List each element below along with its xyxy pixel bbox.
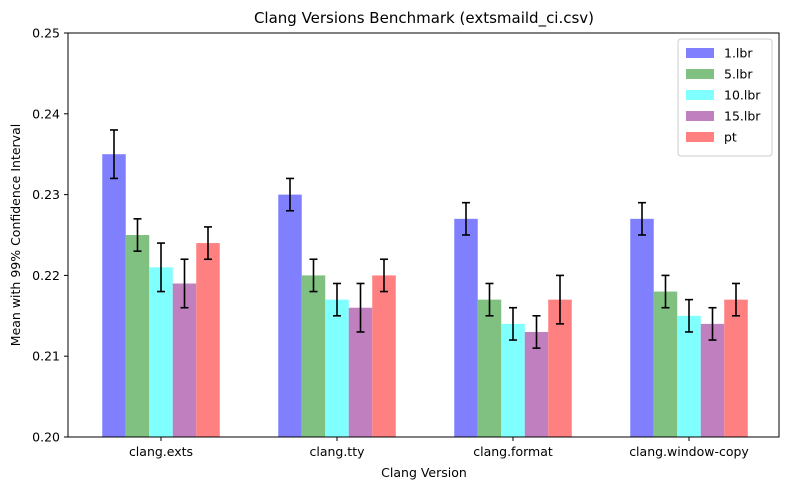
legend-swatch <box>686 90 714 100</box>
bar <box>454 218 478 437</box>
bar <box>700 323 725 437</box>
bar <box>301 275 326 437</box>
legend-swatch <box>686 69 714 79</box>
y-tick-label: 0.23 <box>32 187 60 202</box>
legend-swatch <box>686 132 714 142</box>
plot-frame <box>67 32 780 438</box>
legend-swatch <box>686 48 714 58</box>
chart-title: Clang Versions Benchmark (extsmaild_ci.c… <box>254 9 594 28</box>
bar <box>372 275 396 437</box>
bar <box>125 235 150 437</box>
legend-swatch <box>686 111 714 121</box>
x-axis-label: Clang Version <box>381 465 467 480</box>
y-tick-label: 0.21 <box>32 349 60 364</box>
bars-layer <box>102 154 748 437</box>
y-tick-label: 0.22 <box>32 268 60 283</box>
x-axis: clang.exts clang.tty clang.format clang.win… <box>129 437 749 459</box>
y-tick-label: 0.24 <box>32 106 60 121</box>
y-axis: 0.20 0.21 0.22 0.23 0.24 0.25 <box>32 26 68 445</box>
y-tick-label: 0.20 <box>32 430 60 445</box>
error-bars-layer <box>110 129 740 349</box>
x-tick-label: clang.window-copy <box>629 444 749 459</box>
bar <box>653 291 678 437</box>
bar <box>477 299 502 437</box>
bar <box>348 307 373 437</box>
bar <box>325 299 349 437</box>
bar <box>548 299 572 437</box>
bar <box>149 267 173 437</box>
bar <box>172 283 197 437</box>
legend: 1.lbr 5.lbr 10.lbr 15.lbr pt <box>677 38 773 157</box>
legend-label: 5.lbr <box>724 67 753 82</box>
y-axis-label: Mean with 99% Confidence Interval <box>8 124 23 346</box>
bar <box>102 154 126 437</box>
legend-box <box>677 38 773 157</box>
bar <box>196 243 220 437</box>
legend-label: 1.lbr <box>724 46 753 61</box>
bar <box>724 299 748 437</box>
bar <box>278 194 302 437</box>
bar <box>630 218 654 437</box>
x-tick-label: clang.format <box>473 444 553 459</box>
y-tick-label: 0.25 <box>32 26 60 41</box>
x-tick-label: clang.exts <box>129 444 193 459</box>
bar <box>677 315 701 437</box>
legend-label: 10.lbr <box>724 88 761 103</box>
legend-label: 15.lbr <box>724 109 761 124</box>
bar <box>524 331 549 437</box>
legend-label: pt <box>724 130 737 145</box>
bar <box>501 323 525 437</box>
x-tick-label: clang.tty <box>309 444 365 459</box>
